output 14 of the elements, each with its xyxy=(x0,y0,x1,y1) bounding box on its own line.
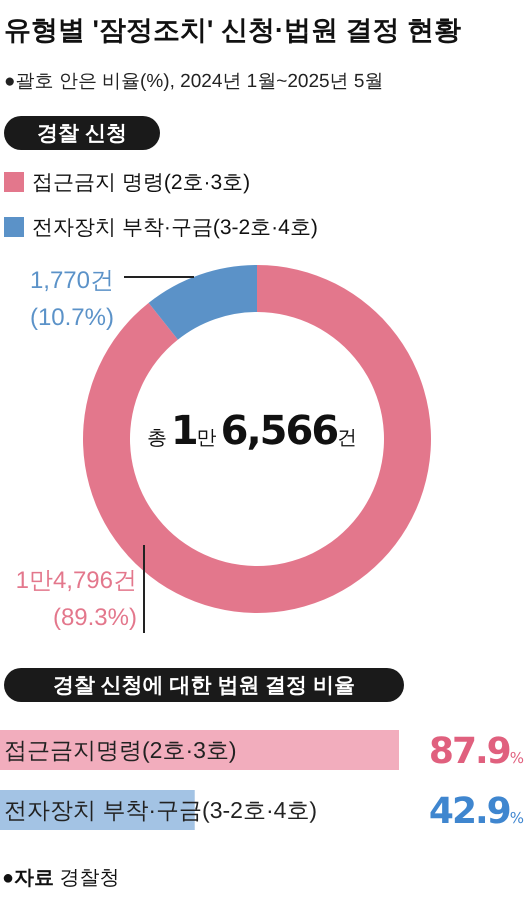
data-label: 1만4,796건 (89.3%) xyxy=(16,566,137,633)
category-label: 전자장치 부착·구금(3-2호·4호) xyxy=(4,797,318,823)
text: ●자료 경찰청 xyxy=(2,866,120,891)
chart-title: 경찰 신청에 대한 법원 결정 비율 xyxy=(4,668,404,702)
chart-subtitle: ●괄호 안은 비율(%), 2024년 1월~2025년 5월 xyxy=(4,70,384,94)
donut-slice xyxy=(148,265,257,340)
chart-title: 유형별 '잠정조치' 신청·법원 결정 현황 xyxy=(4,14,461,47)
data-label: 42.9% xyxy=(428,791,524,832)
data-label: 1,770건 (10.7%) xyxy=(30,266,114,333)
legend-label: 접근금지 명령(2호·3호) xyxy=(31,170,250,196)
legend-title: 경찰 신청 xyxy=(4,116,160,150)
data-label: 87.9% xyxy=(428,731,524,772)
category-label: 접근금지명령(2호·3호) xyxy=(4,737,237,763)
legend-label: 전자장치 부착·구금(3-2호·4호) xyxy=(31,215,318,241)
